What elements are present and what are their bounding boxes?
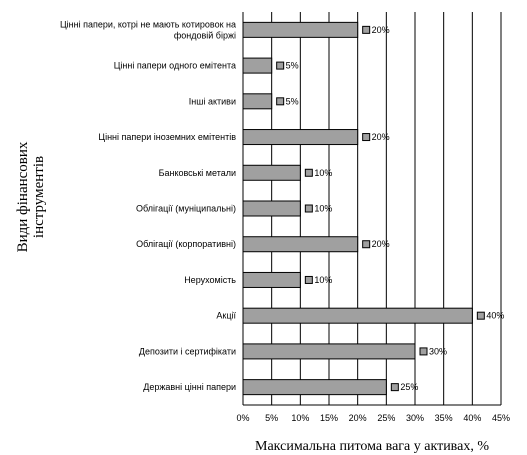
category-label: Облігації (корпоративні) [136,239,236,249]
data-label-marker [362,25,371,34]
y-axis-title-line-2: інструментів [31,156,47,238]
category-labels: Цінні папери, котрі не мають котировок н… [60,19,237,392]
bar [242,21,359,38]
data-label: 20% [372,132,390,142]
bar [242,343,416,360]
data-label: 20% [372,239,390,249]
data-label: 10% [314,168,332,178]
x-tick-label: 10% [291,413,309,423]
data-label: 20% [372,25,390,35]
x-tick-label: 30% [406,413,424,423]
x-tick-label: 25% [377,413,395,423]
bar [242,129,359,146]
x-tick-label: 45% [492,413,510,423]
category-label: Інші активи [189,96,236,106]
bar [242,93,273,110]
x-tick-label: 0% [236,413,249,423]
data-label-marker [304,275,313,284]
data-label-marker [304,168,313,177]
bar [242,271,301,288]
x-tick-label: 40% [463,413,481,423]
data-label-marker [362,240,371,249]
data-label: 5% [286,96,299,106]
data-label-marker [390,383,399,392]
grid-lines [242,12,502,406]
data-label-marker [304,204,313,213]
bar [242,307,473,324]
bar [242,164,301,181]
bar [242,200,301,217]
data-label: 40% [486,311,504,321]
data-label: 10% [314,204,332,214]
category-label: Цінні папери, котрі не мають котировок н… [60,19,236,29]
x-tick-labels: 0% 5% 10% 15% 20% 25% 30% 35% 40% 45% [236,413,510,423]
category-label: Депозити і сертифікати [139,346,236,356]
bars [242,21,473,396]
bar [242,379,387,396]
data-label-marker [276,61,285,70]
data-label: 5% [286,61,299,71]
x-tick-label: 35% [435,413,453,423]
category-label: Державні цінні папери [143,382,236,392]
data-label-marker [362,133,371,142]
x-tick-label: 20% [349,413,367,423]
category-label: фондовій біржі [174,30,236,40]
x-tick-label: 15% [320,413,338,423]
data-label: 10% [314,275,332,285]
data-labels: 20% 5% 5% 20% 10% 10% 20% 10% 40% 30% 25% [276,25,504,392]
category-label: Цінні папери одного емітента [114,61,236,71]
data-label: 25% [400,382,418,392]
category-label: Банковські метали [159,168,236,178]
y-axis-title-line-1: Види фінансових [15,141,31,252]
data-label-marker [476,311,485,320]
category-label: Цінні папери іноземних емітентів [98,132,236,142]
category-label: Акції [216,311,236,321]
bar [242,57,273,74]
category-label: Облігації (муніципальні) [136,204,236,214]
x-tick-label: 5% [265,413,278,423]
y-axis-title: Види фінансових інструментів [15,141,47,252]
bar [242,236,359,253]
x-axis-title: Максимальна питома вага у активах, % [255,439,489,454]
data-label: 30% [429,346,447,356]
category-label: Нерухомість [184,275,236,285]
data-label-marker [419,347,428,356]
data-label-marker [276,97,285,106]
